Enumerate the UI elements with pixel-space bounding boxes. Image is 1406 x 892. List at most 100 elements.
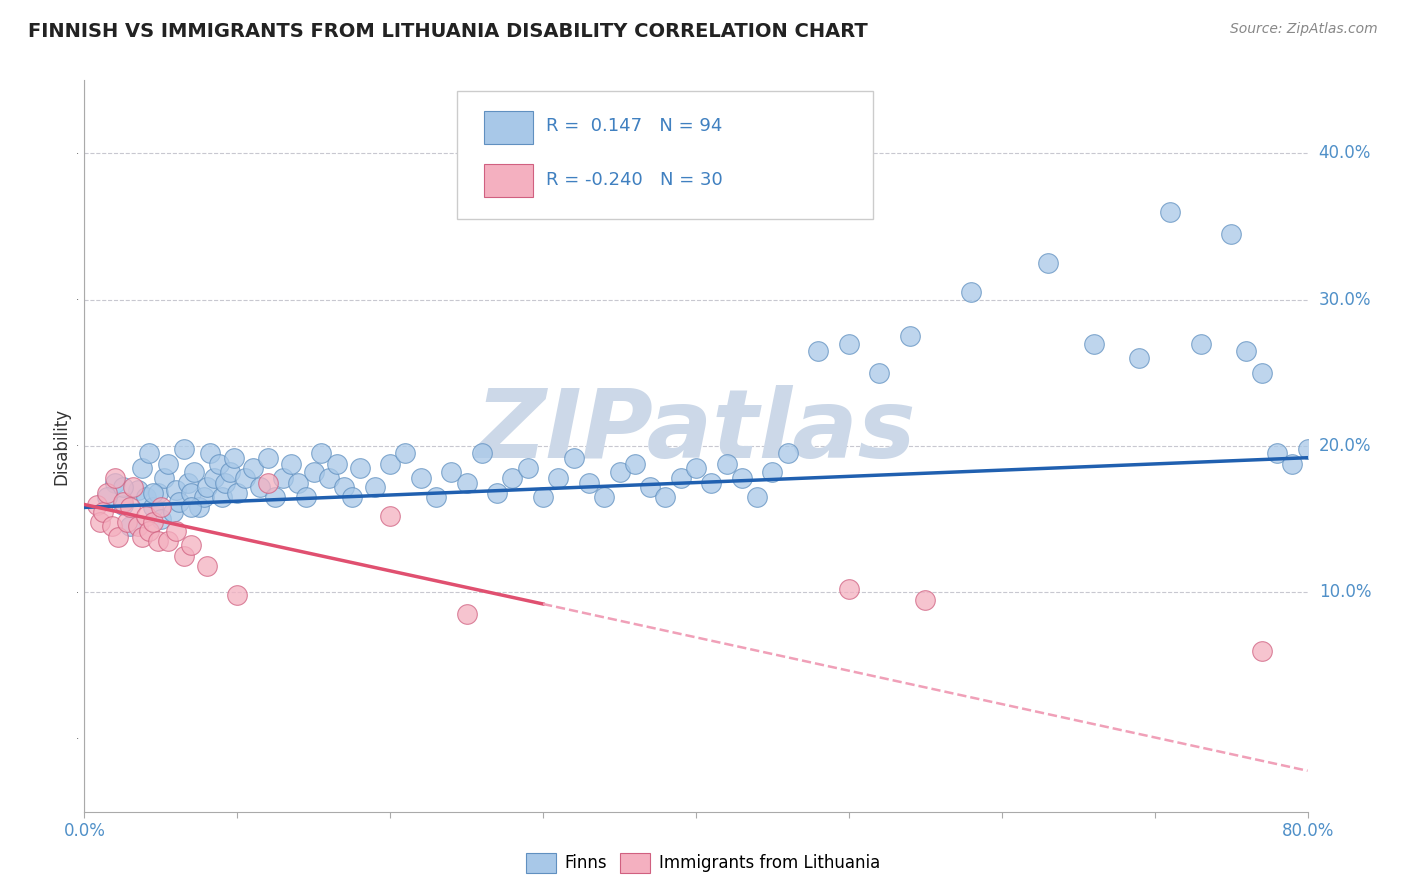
Point [547,471,569,485]
Point [142,515,165,529]
Point [149,512,172,526]
Point [318,471,340,485]
Point [1250,366,1272,380]
Point [127,483,149,497]
Text: Source: ZipAtlas.com: Source: ZipAtlas.com [1230,22,1378,37]
Text: 10.0%: 10.0% [1319,583,1371,601]
Point [1128,351,1150,366]
Point [173,549,195,563]
Point [162,505,184,519]
Point [960,285,983,300]
Point [249,480,271,494]
Text: R =  0.147   N = 94: R = 0.147 N = 94 [546,118,721,136]
Point [1083,336,1105,351]
Point [195,480,218,494]
Point [180,539,202,553]
Point [153,471,176,485]
FancyBboxPatch shape [484,164,533,197]
Point [167,494,190,508]
Point [440,466,463,480]
Point [177,475,200,490]
Point [195,558,218,573]
Point [609,466,631,480]
Point [380,457,402,471]
Point [138,446,160,460]
Point [131,461,153,475]
Point [716,457,738,471]
Point [325,457,347,471]
Point [264,490,287,504]
Point [333,480,356,494]
Point [198,446,221,460]
Point [638,480,661,494]
Point [1159,205,1181,219]
Point [280,457,302,471]
Point [394,446,416,460]
Point [685,461,707,475]
Point [211,490,233,504]
Point [562,450,585,465]
Point [111,480,134,494]
Point [157,534,180,549]
Point [654,490,676,504]
Point [456,475,478,490]
Text: FINNISH VS IMMIGRANTS FROM LITHUANIA DISABILITY CORRELATION CHART: FINNISH VS IMMIGRANTS FROM LITHUANIA DIS… [28,22,868,41]
Point [101,519,124,533]
Point [146,534,169,549]
Point [838,336,860,351]
Point [425,490,447,504]
Point [188,500,211,515]
Text: 20.0%: 20.0% [1319,437,1371,455]
Point [142,485,165,500]
Point [146,485,169,500]
Point [96,490,118,504]
Point [456,607,478,622]
Legend: Finns, Immigrants from Lithuania: Finns, Immigrants from Lithuania [519,847,887,880]
Point [311,446,333,460]
Point [349,461,371,475]
Point [1250,644,1272,658]
Point [1296,442,1319,456]
Point [364,480,387,494]
Text: 40.0%: 40.0% [1319,145,1371,162]
Point [120,500,142,515]
Point [226,485,249,500]
Point [731,471,754,485]
Point [1234,343,1257,358]
Point [180,500,202,515]
Point [486,485,509,500]
Point [1036,256,1059,270]
Point [898,329,921,343]
Point [157,457,180,471]
Point [380,509,402,524]
Point [838,582,860,597]
Point [131,530,153,544]
Point [202,471,225,485]
Point [578,475,600,490]
Point [531,490,554,504]
Point [224,450,246,465]
Point [135,509,157,524]
Point [91,505,114,519]
Point [271,471,294,485]
Point [86,498,108,512]
Point [1281,457,1303,471]
Point [593,490,616,504]
Point [115,515,138,529]
FancyBboxPatch shape [457,91,873,219]
Point [914,592,936,607]
Text: R = -0.240   N = 30: R = -0.240 N = 30 [546,171,723,189]
Point [302,466,325,480]
Point [149,500,172,515]
Point [183,466,205,480]
Point [111,498,134,512]
Point [1189,336,1212,351]
Point [173,442,195,456]
Point [226,588,249,602]
Point [502,471,524,485]
Point [869,366,891,380]
Point [1265,446,1288,460]
Point [233,471,256,485]
Point [340,490,363,504]
Point [180,485,202,500]
